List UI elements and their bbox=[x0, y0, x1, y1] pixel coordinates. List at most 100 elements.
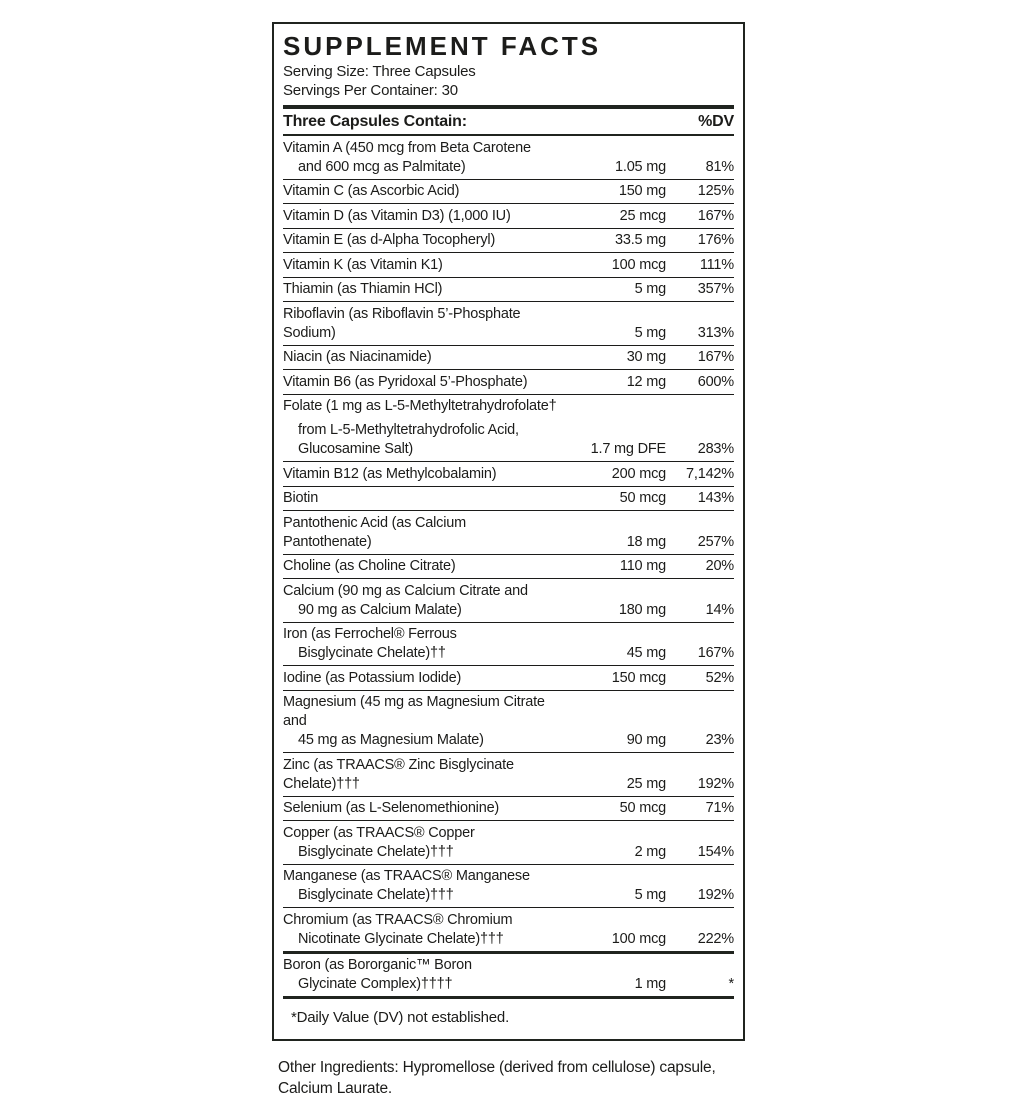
nutrient-amount: 200 mcg bbox=[611, 465, 666, 482]
nutrient-dv: 167% bbox=[697, 349, 734, 365]
nutrient-name: Magnesium (45 mg as Magnesium Citrate an… bbox=[283, 693, 558, 750]
nutrient-amount: 50 mcg bbox=[619, 800, 667, 816]
page: SUPPLEMENT FACTS Serving Size: Three Cap… bbox=[272, 22, 745, 1097]
nutrient-name: Calcium (90 mg as Calcium Citrate and 90 … bbox=[283, 582, 558, 620]
nutrient-name-line: Calcium (90 mg as Calcium Citrate and bbox=[283, 582, 528, 599]
nutrient-amount: 90 mg bbox=[626, 732, 667, 748]
nutrient-amount: 100 mcg bbox=[611, 930, 666, 947]
nutrient-amount: 150 mcg bbox=[611, 669, 666, 686]
nutrient-amount: 18 mg bbox=[626, 533, 667, 550]
nutrient-dv: 600% bbox=[697, 373, 734, 390]
nutrient-amount: 5 mg bbox=[634, 324, 667, 341]
nutrient-dv: 20% bbox=[705, 558, 735, 574]
supplement-facts-panel: SUPPLEMENT FACTS Serving Size: Three Cap… bbox=[272, 22, 745, 1041]
nutrient-amount: 1.05 mg bbox=[615, 158, 666, 175]
nutrient-name: Vitamin A (450 mcg from Beta Carotene and… bbox=[283, 139, 558, 177]
nutrient-row: Boron (as Bororganic™ Boron Glycinate Com… bbox=[283, 950, 735, 997]
nutrient-name-line: Vitamin C (as Ascorbic Acid) bbox=[283, 183, 460, 199]
nutrient-row: Riboflavin (as Riboflavin 5’-Phosphate S… bbox=[283, 301, 734, 345]
nutrient-dv: * bbox=[728, 976, 735, 992]
nutrient-name-line: Iodine (as Potassium Iodide) bbox=[283, 669, 462, 686]
dv-column-label: %DV bbox=[698, 113, 734, 130]
nutrient-rows: Vitamin A (450 mcg from Beta Carotene and… bbox=[283, 136, 734, 996]
nutrient-dv: 125% bbox=[697, 183, 734, 199]
nutrient-name-line: Vitamin A (450 mcg from Beta Carotene bbox=[283, 139, 531, 156]
nutrient-name-line: Copper (as TRAACS® Copper bbox=[283, 824, 475, 841]
panel-title: SUPPLEMENT FACTS bbox=[283, 31, 602, 61]
nutrient-dv: 111% bbox=[699, 256, 734, 273]
nutrient-name-line: Riboflavin (as Riboflavin 5’-Phosphate S… bbox=[283, 305, 521, 341]
nutrient-dv: 143% bbox=[697, 490, 734, 506]
nutrient-name-line: Selenium (as L-Selenomethionine) bbox=[283, 800, 500, 816]
nutrient-amount: 150 mg bbox=[618, 183, 666, 199]
nutrient-name: Riboflavin (as Riboflavin 5’-Phosphate S… bbox=[283, 305, 558, 343]
nutrient-amount: 5 mg bbox=[634, 281, 667, 297]
nutrient-name-line: Chromium (as TRAACS® Chromium bbox=[283, 911, 513, 928]
nutrient-name-line: Glucosamine Salt) bbox=[298, 441, 414, 457]
nutrient-row: Vitamin E (as d-Alpha Tocopheryl) 33.5 mg… bbox=[283, 227, 734, 253]
nutrient-amount: 50 mcg bbox=[619, 490, 667, 506]
nutrient-dv: 357% bbox=[697, 281, 734, 297]
nutrient-dv: 222% bbox=[697, 930, 734, 947]
nutrient-name-line: Niacin (as Niacinamide) bbox=[283, 349, 432, 365]
nutrient-amount: 180 mg bbox=[618, 601, 666, 618]
nutrient-dv: 71% bbox=[705, 800, 735, 816]
nutrient-name-line: Vitamin B6 (as Pyridoxal 5’-Phosphate) bbox=[283, 373, 528, 390]
nutrient-name-line: Bisglycinate Chelate)††† bbox=[298, 887, 454, 903]
nutrient-name-line: Vitamin D (as Vitamin D3) (1,000 IU) bbox=[283, 207, 511, 224]
nutrient-amount: 5 mg bbox=[634, 887, 667, 903]
nutrient-name-line: from L-5-Methyltetrahydrofolic Acid, bbox=[298, 422, 519, 438]
nutrient-name-line: Vitamin E (as d-Alpha Tocopheryl) bbox=[283, 232, 496, 248]
nutrient-name-line: Vitamin B12 (as Methylcobalamin) bbox=[283, 465, 497, 482]
nutrient-name: Vitamin D (as Vitamin D3) (1,000 IU) bbox=[283, 207, 558, 226]
nutrient-name-line: 90 mg as Calcium Malate) bbox=[298, 601, 462, 618]
nutrient-name: Pantothenic Acid (as Calcium Pantothenat… bbox=[283, 514, 558, 552]
nutrient-dv: 176% bbox=[697, 232, 734, 248]
nutrient-name-line: Folate (1 mg as L-5-Methyltetrahydrofola… bbox=[283, 398, 557, 414]
nutrient-name: Folate (1 mg as L-5-Methyltetrahydrofola… bbox=[283, 397, 558, 459]
nutrient-name: Biotin bbox=[283, 489, 558, 508]
nutrient-dv: 7,142% bbox=[686, 465, 734, 482]
nutrient-name: Choline (as Choline Citrate) bbox=[283, 557, 558, 576]
nutrient-name: Thiamin (as Thiamin HCl) bbox=[283, 280, 558, 299]
nutrient-name: Vitamin B12 (as Methylcobalamin) bbox=[283, 465, 558, 484]
nutrient-name: Iodine (as Potassium Iodide) bbox=[283, 669, 558, 688]
nutrient-name: Niacin (as Niacinamide) bbox=[283, 348, 558, 367]
nutrient-name: Vitamin B6 (as Pyridoxal 5’-Phosphate) bbox=[283, 373, 558, 392]
nutrient-name: Selenium (as L-Selenomethionine) bbox=[283, 799, 558, 818]
nutrient-row: Manganese (as TRAACS® Manganese Bisglycin… bbox=[283, 863, 734, 908]
nutrient-row: Folate (1 mg as L-5-Methyltetrahydrofola… bbox=[283, 393, 734, 462]
nutrient-name: Vitamin C (as Ascorbic Acid) bbox=[283, 182, 558, 201]
nutrient-name-line: Bisglycinate Chelate)†† bbox=[298, 645, 446, 661]
nutrient-name-line: Thiamin (as Thiamin HCl) bbox=[283, 281, 443, 297]
nutrient-dv: 313% bbox=[697, 324, 734, 341]
nutrient-amount: 25 mg bbox=[626, 775, 667, 792]
nutrient-dv: 192% bbox=[697, 887, 734, 903]
nutrient-name-line: Nicotinate Glycinate Chelate)††† bbox=[298, 930, 504, 947]
contain-column-label: Three Capsules Contain: bbox=[283, 113, 467, 130]
nutrient-amount: 45 mg bbox=[626, 645, 667, 661]
nutrient-name: Copper (as TRAACS® Copper Bisglycinate Ch… bbox=[283, 824, 558, 862]
nutrient-row: Vitamin C (as Ascorbic Acid) 150 mg 125% bbox=[283, 178, 734, 204]
nutrient-dv: 23% bbox=[705, 732, 735, 748]
nutrient-dv: 154% bbox=[697, 843, 734, 860]
nutrient-name-line: Manganese (as TRAACS® Manganese bbox=[283, 868, 530, 884]
nutrient-row: Iodine (as Potassium Iodide) 150 mcg 52% bbox=[283, 665, 734, 690]
nutrient-name-line: Vitamin K (as Vitamin K1) bbox=[283, 256, 443, 273]
nutrient-name-line: Zinc (as TRAACS® Zinc Bisglycinate Chela… bbox=[283, 756, 514, 792]
nutrient-row: Vitamin B12 (as Methylcobalamin) 200 mcg 7… bbox=[283, 461, 734, 486]
nutrient-dv: 14% bbox=[705, 601, 735, 618]
nutrient-dv: 192% bbox=[697, 775, 734, 792]
nutrient-row: Zinc (as TRAACS® Zinc Bisglycinate Chela… bbox=[283, 752, 734, 796]
column-header-row: Three Capsules Contain: %DV bbox=[283, 109, 734, 136]
footnote: *Daily Value (DV) not established. bbox=[291, 1009, 510, 1026]
nutrient-name: Boron (as Bororganic™ Boron Glycinate Com… bbox=[283, 956, 558, 994]
nutrient-row: Vitamin K (as Vitamin K1) 100 mcg 111% bbox=[283, 252, 734, 277]
nutrient-name: Chromium (as TRAACS® Chromium Nicotinate … bbox=[283, 911, 558, 949]
nutrient-row: Chromium (as TRAACS® Chromium Nicotinate … bbox=[283, 907, 734, 951]
nutrient-row: Biotin 50 mcg 143% bbox=[283, 485, 734, 511]
nutrient-row: Choline (as Choline Citrate) 110 mg 20% bbox=[283, 553, 735, 579]
serving-size: Serving Size: Three Capsules bbox=[283, 63, 476, 80]
nutrient-row: Copper (as TRAACS® Copper Bisglycinate Ch… bbox=[283, 820, 734, 864]
nutrient-name: Vitamin K (as Vitamin K1) bbox=[283, 256, 558, 275]
